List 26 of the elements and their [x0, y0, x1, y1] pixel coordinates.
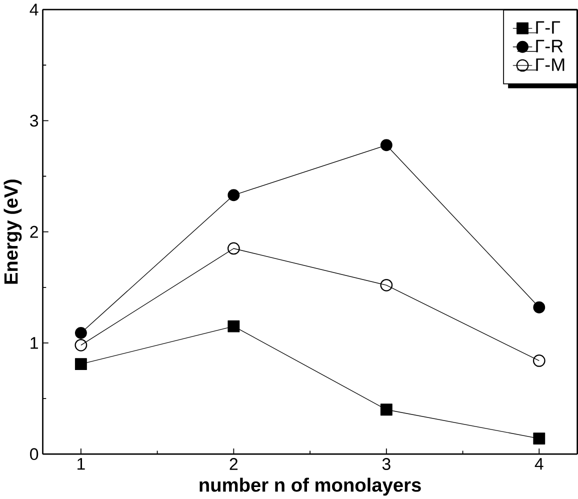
point [74, 358, 87, 370]
point [227, 242, 240, 255]
x-axis-title: number n of monolayers [200, 478, 421, 496]
point [380, 278, 393, 292]
y-axis-title: Energy (eV) [4, 179, 22, 284]
x-tick-label: 3 [382, 458, 390, 470]
point [228, 189, 240, 201]
point [74, 326, 87, 339]
x-tick-label: 2 [230, 458, 238, 470]
x-tick-label: 1 [78, 458, 85, 470]
point [533, 432, 546, 444]
point [532, 354, 546, 367]
y-tick-label: 0 [30, 448, 38, 460]
y-tick-label: 4 [30, 4, 38, 16]
legend-label: Γ-Γ [536, 21, 560, 34]
y-tick-label: 3 [30, 114, 38, 126]
x-tick-label: 4 [534, 458, 544, 470]
y-tick-label: 2 [30, 226, 38, 238]
point [74, 338, 88, 352]
point [380, 404, 392, 416]
y-tick-label: 1 [30, 336, 38, 349]
point [228, 320, 240, 332]
legend-label: Γ-R [536, 40, 563, 52]
legend-label: Γ-M [536, 58, 564, 71]
point [380, 139, 392, 151]
point [533, 301, 546, 314]
